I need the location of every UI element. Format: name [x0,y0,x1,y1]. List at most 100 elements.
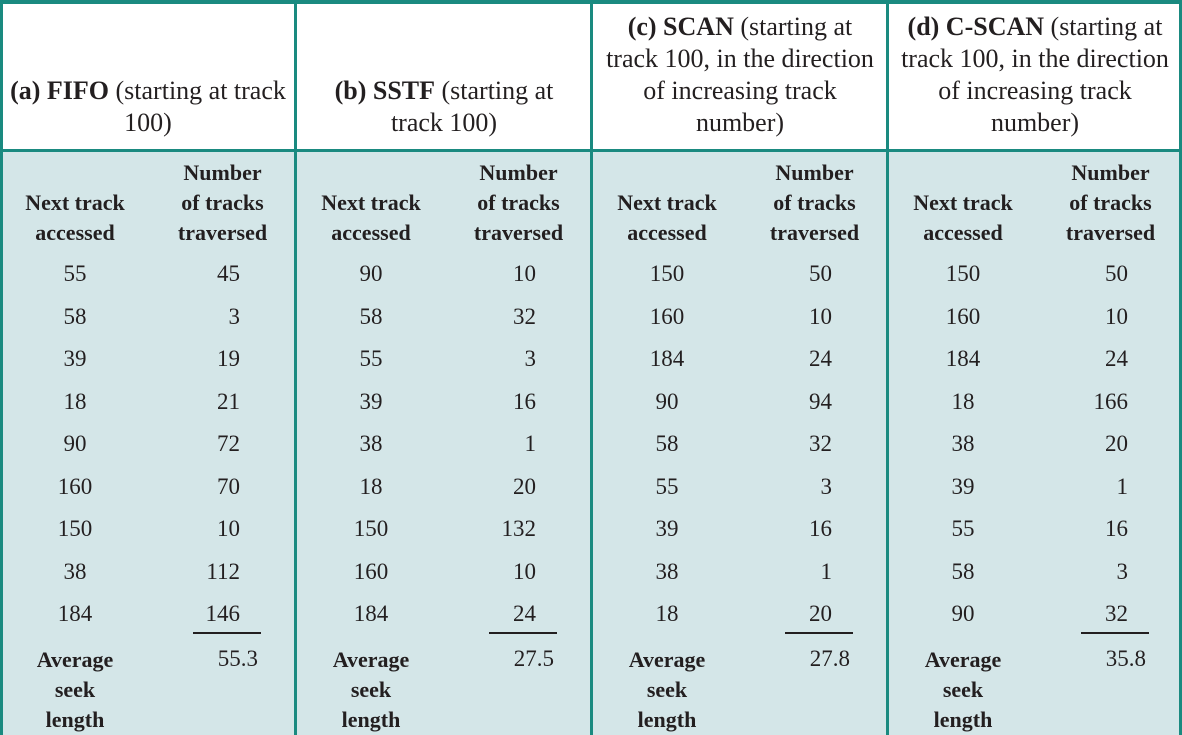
average-seek-length-value: 27.8 [809,646,850,671]
label-line: Average [332,647,410,672]
label-line: length [637,707,697,732]
average-seek-length-label: Average seek length [296,645,446,735]
header-line: Next track [321,190,421,215]
cell-next-track: 55 [951,516,975,541]
cell-tracks-traversed: 10 [809,303,832,329]
col-header-tracks-traversed: Number of tracks traversed [1038,158,1182,248]
average-seek-length-label: Average seek length [0,645,150,735]
header-line: accessed [35,220,115,245]
average-seek-length-value: 55.3 [217,646,258,671]
header-line: of tracks [477,190,560,215]
label-line: Average [924,647,1002,672]
cell-tracks-traversed: 70 [217,473,240,499]
section-header: (d) C-SCAN (starting at track 100, in th… [888,0,1182,152]
cell-tracks-traversed: 50 [809,261,832,286]
cell-next-track: 55 [359,346,383,371]
section-title: (d) C-SCAN (starting at track 100, in th… [898,11,1172,139]
header-line: traversed [177,220,268,245]
cell-tracks-traversed: 50 [1105,261,1128,286]
label-line: length [341,707,401,732]
header-line: of tracks [773,190,856,215]
label-line: seek [942,677,984,702]
column-divider [1179,0,1182,735]
column-divider [886,0,889,735]
header-line: Next track [913,190,1013,215]
cell-tracks-traversed: 112 [206,558,240,584]
header-line: accessed [331,220,411,245]
cell-tracks-traversed: 20 [809,601,832,626]
cell-next-track: 38 [655,558,679,584]
cell-next-track: 150 [57,516,93,541]
header-line: Number [1071,160,1150,185]
header-line: accessed [923,220,1003,245]
cell-tracks-traversed: 24 [1105,346,1128,371]
cell-tracks-traversed: 32 [1105,601,1128,626]
header-line: traversed [769,220,860,245]
cell-tracks-traversed: 1 [1116,473,1129,499]
section-body [0,152,296,735]
cell-tracks-traversed: 21 [217,388,240,414]
algorithm-description: (starting at track 100) [109,76,286,137]
cell-next-track: 150 [353,516,389,541]
col-header-tracks-traversed: Number of tracks traversed [446,158,591,248]
col-header-tracks-traversed: Number of tracks traversed [150,158,295,248]
col-header-tracks-traversed: Number of tracks traversed [742,158,887,248]
cell-tracks-traversed: 16 [1105,516,1128,541]
cell-tracks-traversed: 24 [513,601,536,626]
column-divider [294,0,297,735]
cell-tracks-traversed: 3 [524,346,537,371]
cell-tracks-traversed: 72 [217,431,240,456]
sum-underline [1081,632,1149,634]
average-seek-length-label: Average seek length [888,645,1038,735]
col-header-next-track: Next track accessed [0,188,150,248]
label-line: Average [628,647,706,672]
cell-tracks-traversed: 10 [513,261,536,286]
section-2: (c) SCAN (starting at track 100, in the … [592,0,888,735]
header-line: Number [479,160,558,185]
cell-tracks-traversed: 20 [1105,431,1128,456]
column-divider [590,0,593,735]
section-header: (b) SSTF (starting at track 100) [296,0,592,152]
cell-tracks-traversed: 146 [205,601,241,626]
label-line: length [45,707,105,732]
cell-next-track: 58 [359,303,383,329]
section-0: (a) FIFO (starting at track 100) Next tra… [0,0,296,735]
header-line: Number [775,160,854,185]
cell-next-track: 150 [649,261,685,286]
section-header: (a) FIFO (starting at track 100) [0,0,296,152]
cell-next-track: 38 [359,431,383,456]
cell-tracks-traversed: 166 [1093,388,1129,414]
cell-next-track: 55 [63,261,87,286]
section-title: (c) SCAN (starting at track 100, in the … [602,11,878,139]
sum-underline [785,632,853,634]
section-title: (a) FIFO (starting at track 100) [10,75,286,139]
cell-tracks-traversed: 10 [1105,303,1128,329]
sum-underline [489,632,557,634]
cell-next-track: 58 [951,558,975,584]
cell-tracks-traversed: 3 [820,473,833,499]
col-header-next-track: Next track accessed [888,188,1038,248]
cell-next-track: 58 [63,303,87,329]
cell-tracks-traversed: 24 [809,346,832,371]
cell-tracks-traversed: 1 [524,431,537,456]
header-line: traversed [473,220,564,245]
algorithm-description: (starting at track 100, in the direction… [606,12,874,137]
header-line: Next track [617,190,717,215]
cell-next-track: 18 [655,601,679,626]
cell-next-track: 160 [945,303,981,329]
label-line: seek [54,677,96,702]
cell-tracks-traversed: 1 [820,558,833,584]
algorithm-label: (d) C-SCAN [907,12,1045,41]
cell-next-track: 184 [649,346,685,371]
cell-next-track: 160 [649,303,685,329]
cell-next-track: 160 [57,473,93,499]
cell-next-track: 18 [63,388,87,414]
average-seek-length-label: Average seek length [592,645,742,735]
col-header-next-track: Next track accessed [592,188,742,248]
cell-tracks-traversed: 45 [217,261,240,286]
section-body [296,152,592,735]
cell-next-track: 18 [951,388,975,414]
cell-tracks-traversed: 10 [217,516,240,541]
section-3: (d) C-SCAN (starting at track 100, in th… [888,0,1182,735]
